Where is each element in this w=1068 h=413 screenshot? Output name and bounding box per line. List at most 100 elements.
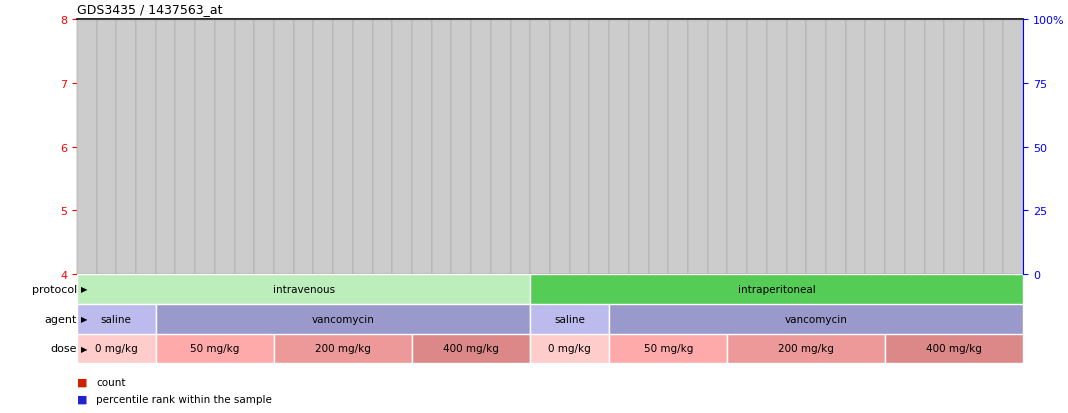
Bar <box>80 140 93 145</box>
Text: GSM189080: GSM189080 <box>713 277 722 323</box>
Text: GSM189060: GSM189060 <box>358 277 367 323</box>
Text: GSM189051: GSM189051 <box>180 277 190 323</box>
Bar <box>199 123 211 274</box>
Bar <box>632 206 645 274</box>
Bar <box>553 231 566 274</box>
Bar <box>156 334 274 363</box>
Text: GSM189064: GSM189064 <box>418 277 426 323</box>
Bar <box>412 334 531 363</box>
Bar <box>830 229 843 233</box>
Bar <box>77 304 156 334</box>
Text: protocol: protocol <box>32 284 77 294</box>
Bar <box>830 233 843 274</box>
Bar <box>869 235 882 274</box>
Bar <box>790 229 803 233</box>
Bar <box>494 138 507 142</box>
Text: GSM189084: GSM189084 <box>792 277 801 323</box>
Text: GSM189062: GSM189062 <box>378 277 387 323</box>
Bar <box>257 135 270 139</box>
Text: GSM189082: GSM189082 <box>753 277 761 323</box>
Bar <box>278 138 290 142</box>
Bar <box>711 229 724 233</box>
Text: GSM189087: GSM189087 <box>851 277 860 323</box>
Bar <box>790 233 803 274</box>
FancyBboxPatch shape <box>136 21 156 275</box>
FancyBboxPatch shape <box>96 21 116 275</box>
Text: ▶: ▶ <box>81 314 88 323</box>
Bar <box>120 138 132 142</box>
FancyBboxPatch shape <box>314 21 333 275</box>
Text: ▶: ▶ <box>81 344 88 353</box>
Bar <box>120 123 132 274</box>
Text: GSM189075: GSM189075 <box>614 277 624 323</box>
Bar <box>574 229 586 233</box>
Text: saline: saline <box>554 314 585 324</box>
Text: GSM189073: GSM189073 <box>575 277 584 323</box>
Bar <box>531 304 609 334</box>
Text: GSM189074: GSM189074 <box>595 277 603 323</box>
Bar <box>238 138 251 142</box>
Bar <box>435 124 447 274</box>
Text: GSM189054: GSM189054 <box>240 277 249 323</box>
Text: GSM189071: GSM189071 <box>536 277 545 323</box>
Text: 0 mg/kg: 0 mg/kg <box>95 344 138 354</box>
Bar <box>987 228 1000 274</box>
Bar <box>140 138 153 142</box>
FancyBboxPatch shape <box>826 21 846 275</box>
FancyBboxPatch shape <box>550 21 569 275</box>
Text: GSM189069: GSM189069 <box>497 277 505 323</box>
Text: dose: dose <box>50 344 77 354</box>
Text: GSM189079: GSM189079 <box>693 277 703 323</box>
Text: GSM189049: GSM189049 <box>141 277 151 323</box>
FancyBboxPatch shape <box>373 21 392 275</box>
FancyBboxPatch shape <box>885 21 905 275</box>
Bar <box>968 229 980 233</box>
Bar <box>731 229 743 233</box>
FancyBboxPatch shape <box>116 21 136 275</box>
Bar <box>691 229 704 233</box>
FancyBboxPatch shape <box>274 21 294 275</box>
FancyBboxPatch shape <box>412 21 431 275</box>
Bar <box>1007 229 1020 233</box>
FancyBboxPatch shape <box>175 21 195 275</box>
Bar <box>672 229 685 233</box>
Bar <box>928 235 941 274</box>
Text: 50 mg/kg: 50 mg/kg <box>644 344 693 354</box>
Bar <box>534 213 547 274</box>
Text: GSM189052: GSM189052 <box>201 277 209 323</box>
Text: GSM189086: GSM189086 <box>831 277 841 323</box>
Text: GSM189088: GSM189088 <box>870 277 880 323</box>
Bar <box>159 138 172 142</box>
Bar <box>274 334 412 363</box>
FancyBboxPatch shape <box>195 21 215 275</box>
FancyBboxPatch shape <box>669 21 688 275</box>
FancyBboxPatch shape <box>511 21 531 275</box>
FancyBboxPatch shape <box>984 21 1004 275</box>
Bar <box>238 78 251 274</box>
Bar <box>727 334 885 363</box>
Bar <box>455 138 468 142</box>
Bar <box>396 138 409 142</box>
Text: ■: ■ <box>77 377 88 387</box>
FancyBboxPatch shape <box>905 21 925 275</box>
FancyBboxPatch shape <box>156 21 175 275</box>
Text: 400 mg/kg: 400 mg/kg <box>443 344 499 354</box>
Bar <box>199 138 211 142</box>
Text: GSM189066: GSM189066 <box>457 277 466 323</box>
Bar <box>100 128 113 274</box>
FancyBboxPatch shape <box>333 21 352 275</box>
Bar <box>336 138 349 142</box>
Bar <box>77 334 156 363</box>
FancyBboxPatch shape <box>786 21 806 275</box>
Bar <box>514 138 527 142</box>
Bar <box>849 230 862 274</box>
Text: GSM189072: GSM189072 <box>555 277 564 323</box>
Text: 200 mg/kg: 200 mg/kg <box>315 344 371 354</box>
FancyBboxPatch shape <box>452 21 471 275</box>
FancyBboxPatch shape <box>964 21 984 275</box>
Bar <box>653 235 665 274</box>
Text: GSM189089: GSM189089 <box>891 277 899 323</box>
FancyBboxPatch shape <box>235 21 254 275</box>
FancyBboxPatch shape <box>294 21 314 275</box>
Bar <box>770 231 783 274</box>
